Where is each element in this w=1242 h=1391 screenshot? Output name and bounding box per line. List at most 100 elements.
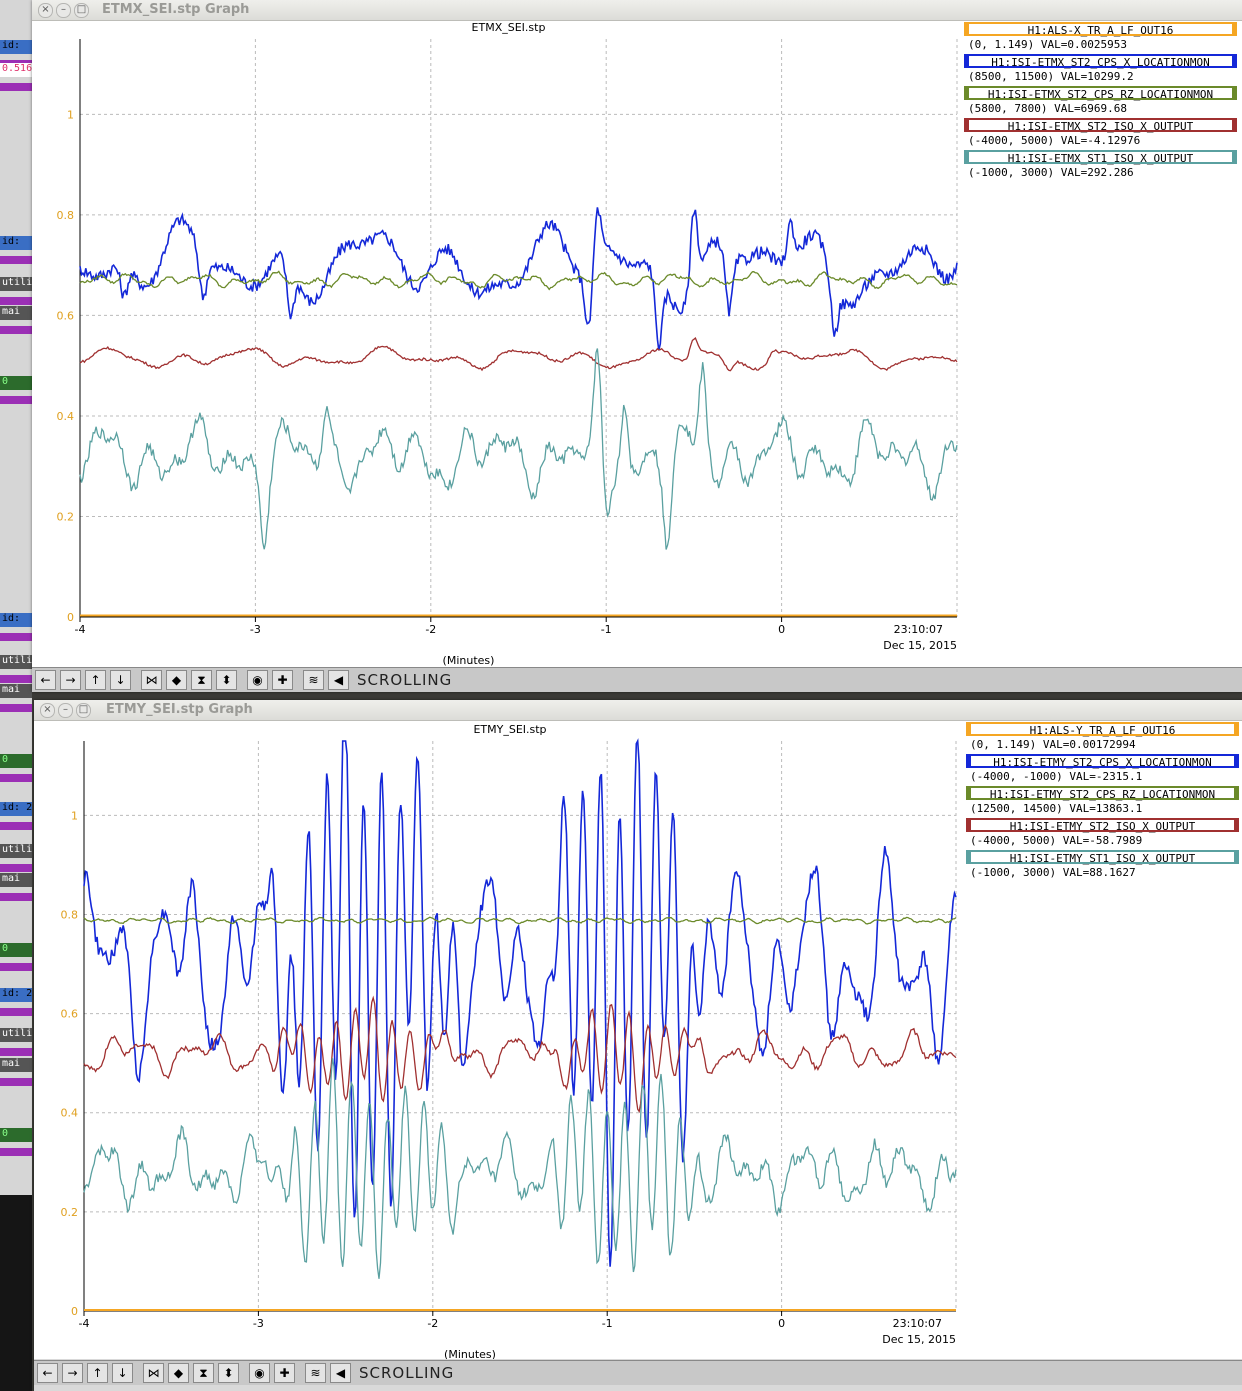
background-fragment: utili xyxy=(0,844,32,858)
legend-entry-name[interactable]: H1:ISI-ETMY_ST2_CPS_RZ_LOCATIONMON xyxy=(966,786,1239,801)
graph-window-etmx: × – □ ETMX_SEI.stp Graph ETMX_SEI.stp 0 0.… xyxy=(32,0,1242,692)
y-tick-label: 0 xyxy=(71,1305,78,1318)
legend-entry-name[interactable]: H1:ISI-ETMX_ST2_CPS_RZ_LOCATIONMON xyxy=(964,86,1237,101)
zoom-in-y-icon[interactable]: ⧗ xyxy=(193,1363,214,1383)
titlebar: × – □ ETMY_SEI.stp Graph xyxy=(34,700,1242,721)
background-fragment: utili xyxy=(0,1028,32,1042)
background-fragment: utili xyxy=(0,277,32,291)
add-icon[interactable]: ✚ xyxy=(272,670,293,690)
x-tick-label: -3 xyxy=(253,1317,264,1330)
background-dark-region xyxy=(0,1195,32,1391)
legend-entry-name[interactable]: H1:ISI-ETMX_ST2_CPS_X_LOCATIONMON xyxy=(964,54,1237,69)
series-line xyxy=(83,738,957,1267)
background-bar xyxy=(0,774,32,782)
close-icon[interactable]: × xyxy=(40,703,55,718)
x-tick-label: -4 xyxy=(75,623,86,636)
background-fragment: id: 2 xyxy=(0,802,32,816)
scroll-down-icon[interactable]: ↓ xyxy=(110,670,131,690)
y-tick-label: 0 xyxy=(67,611,74,624)
legend-entry-name[interactable]: H1:ALS-Y_TR_A_LF_OUT16 xyxy=(966,722,1239,737)
background-fragment: mai xyxy=(0,873,32,887)
y-tick-label: 0.6 xyxy=(57,309,75,322)
series-line xyxy=(83,1058,957,1279)
background-bar xyxy=(0,893,32,901)
x-tick-label: -2 xyxy=(427,1317,438,1330)
legend-entry-name[interactable]: H1:ISI-ETMX_ST1_ISO_X_OUTPUT xyxy=(964,150,1237,165)
scroll-right-icon[interactable]: → xyxy=(60,670,81,690)
maximize-icon[interactable]: □ xyxy=(76,703,91,718)
reset-icon[interactable]: ◉ xyxy=(247,670,268,690)
background-bar xyxy=(0,864,32,872)
toolbar: ← → ↑ ↓ ⋈ ◆ ⧗ ⬍ ◉ ✚ ≋ ◀ SCROLLING xyxy=(34,1360,1242,1385)
minimize-icon[interactable]: – xyxy=(58,703,73,718)
background-bar xyxy=(0,633,32,641)
scroll-left-icon[interactable]: ← xyxy=(37,1363,58,1383)
x-axis-label: (Minutes) xyxy=(444,1348,496,1359)
series-line xyxy=(79,270,958,291)
zoom-in-x-icon[interactable]: ⋈ xyxy=(141,670,162,690)
background-bar xyxy=(0,1048,32,1056)
background-bar xyxy=(0,297,32,305)
scroll-mode-icon[interactable]: ◀ xyxy=(328,670,349,690)
close-icon[interactable]: × xyxy=(38,3,53,18)
x-tick-label: -4 xyxy=(79,1317,90,1330)
legend-entry-range: (-1000, 3000) VAL=292.286 xyxy=(968,166,1134,179)
scroll-up-icon[interactable]: ↑ xyxy=(85,670,106,690)
background-bar xyxy=(0,675,32,683)
zoom-in-y-icon[interactable]: ⧗ xyxy=(191,670,212,690)
maximize-icon[interactable]: □ xyxy=(74,3,89,18)
auto-scale-icon[interactable]: ≋ xyxy=(305,1363,326,1383)
zoom-out-y-icon[interactable]: ⬍ xyxy=(218,1363,239,1383)
background-fragment: mai xyxy=(0,1058,32,1072)
plot-title: ETMY_SEI.stp xyxy=(473,723,546,736)
y-tick-label: 1 xyxy=(67,108,74,121)
background-fragment: id: 2 xyxy=(0,988,32,1002)
legend-entry-range: (-4000, -1000) VAL=-2315.1 xyxy=(970,770,1143,783)
x-tick-label: -1 xyxy=(601,623,612,636)
background-fragment: id: xyxy=(0,40,32,54)
series-line xyxy=(83,916,957,925)
y-tick-label: 0.4 xyxy=(57,410,75,423)
background-bar xyxy=(0,704,32,712)
background-fragment: 0 xyxy=(0,1128,32,1142)
background-bar xyxy=(0,822,32,830)
legend-entry-range: (0, 1.149) VAL=0.00172994 xyxy=(970,738,1136,751)
x-tick-label: -2 xyxy=(425,623,436,636)
background-fragment: mai xyxy=(0,306,32,320)
background-bar xyxy=(0,1148,32,1156)
reset-icon[interactable]: ◉ xyxy=(249,1363,270,1383)
zoom-out-y-icon[interactable]: ⬍ xyxy=(216,670,237,690)
x-tick-label: -1 xyxy=(602,1317,613,1330)
legend-entry-name[interactable]: H1:ISI-ETMX_ST2_ISO_X_OUTPUT xyxy=(964,118,1237,133)
background-fragment: utili xyxy=(0,655,32,669)
minimize-icon[interactable]: – xyxy=(56,3,71,18)
chart-svg: ETMY_SEI.stp 0 0.2 0.4 0.6 0.8 1 -4 -3 -2 -1 0 23:10… xyxy=(61,723,957,1359)
legend-entry-name[interactable]: H1:ALS-X_TR_A_LF_OUT16 xyxy=(964,22,1237,37)
scroll-down-icon[interactable]: ↓ xyxy=(112,1363,133,1383)
background-fragment: id: xyxy=(0,236,32,250)
legend-entry-range: (-1000, 3000) VAL=88.1627 xyxy=(970,866,1136,879)
y-tick-label: 0.4 xyxy=(61,1107,79,1120)
background-bar xyxy=(0,256,32,264)
auto-scale-icon[interactable]: ≋ xyxy=(303,670,324,690)
legend-entry-range: (12500, 14500) VAL=13863.1 xyxy=(970,802,1143,815)
legend-entry-range: (5800, 7800) VAL=6969.68 xyxy=(968,102,1127,115)
plot-area[interactable]: ETMX_SEI.stp 0 0.2 0.4 0.6 0.8 1 -4 -3 -2 -1 0 23:10… xyxy=(32,21,1242,667)
series-line xyxy=(83,995,957,1114)
add-icon[interactable]: ✚ xyxy=(274,1363,295,1383)
scroll-up-icon[interactable]: ↑ xyxy=(87,1363,108,1383)
zoom-in-x-icon[interactable]: ⋈ xyxy=(143,1363,164,1383)
zoom-out-x-icon[interactable]: ◆ xyxy=(166,670,187,690)
titlebar: × – □ ETMX_SEI.stp Graph xyxy=(32,0,1242,21)
series-line xyxy=(79,337,958,372)
plot-area[interactable]: ETMY_SEI.stp 0 0.2 0.4 0.6 0.8 1 -4 -3 -2 -1 0 23:10… xyxy=(34,721,1242,1359)
scroll-mode-icon[interactable]: ◀ xyxy=(330,1363,351,1383)
scroll-left-icon[interactable]: ← xyxy=(35,670,56,690)
background-bar xyxy=(0,1078,32,1086)
scroll-right-icon[interactable]: → xyxy=(62,1363,83,1383)
legend-entry-name[interactable]: H1:ISI-ETMY_ST2_ISO_X_OUTPUT xyxy=(966,818,1239,833)
legend-entry-name[interactable]: H1:ISI-ETMY_ST1_ISO_X_OUTPUT xyxy=(966,850,1239,865)
zoom-out-x-icon[interactable]: ◆ xyxy=(168,1363,189,1383)
window-title: ETMY_SEI.stp Graph xyxy=(106,702,253,717)
legend-entry-name[interactable]: H1:ISI-ETMY_ST2_CPS_X_LOCATIONMON xyxy=(966,754,1239,769)
